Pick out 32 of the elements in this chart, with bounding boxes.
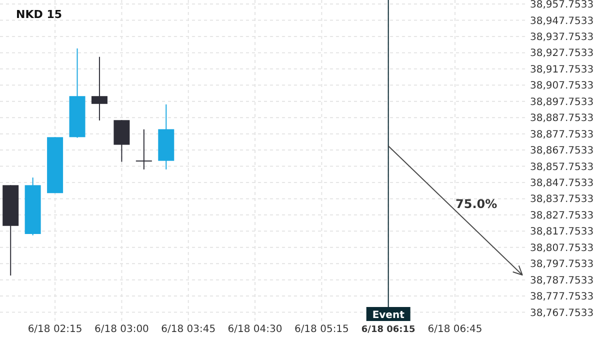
annotation: 75.0% bbox=[456, 197, 498, 212]
x-tick-label: 6/18 06:15 bbox=[361, 325, 416, 335]
x-tick-label: 6/18 06:45 bbox=[428, 324, 482, 335]
y-tick-label: 38,797.7533 bbox=[530, 259, 594, 270]
y-tick-label: 38,837.7533 bbox=[530, 194, 594, 206]
y-tick-label: 38,887.7533 bbox=[530, 113, 594, 124]
x-tick-label: 6/18 02:15 bbox=[28, 324, 82, 335]
x-tick-label: 6/18 03:00 bbox=[94, 324, 149, 335]
y-tick-label: 38,827.7533 bbox=[530, 210, 594, 222]
y-tick-label: 38,897.7533 bbox=[530, 96, 594, 108]
y-tick-label: 38,947.7533 bbox=[530, 16, 594, 27]
y-tick-label: 38,877.7533 bbox=[530, 129, 594, 140]
y-tick-label: 38,937.7533 bbox=[530, 32, 594, 43]
y-tick-label: 38,807.7533 bbox=[530, 242, 594, 254]
y-tick-label: 38,907.7533 bbox=[530, 80, 594, 92]
x-tick-label: 6/18 03:45 bbox=[161, 324, 216, 335]
y-tick-label: 38,767.7533 bbox=[530, 308, 594, 319]
y-tick-label: 38,857.7533 bbox=[530, 162, 594, 173]
y-tick-label: 38,777.7533 bbox=[530, 292, 594, 303]
y-tick-label: 38,867.7533 bbox=[530, 146, 594, 157]
candlestick bbox=[136, 128, 152, 170]
text: NKD 15 bbox=[16, 8, 62, 21]
y-tick-label: 38,957.7533 bbox=[530, 0, 594, 11]
y-tick-label: 38,917.7533 bbox=[530, 64, 594, 76]
y-tick-label: 38,847.7533 bbox=[530, 178, 594, 189]
y-tick-label: 38,817.7533 bbox=[530, 226, 594, 238]
y-tick-label: 38,927.7533 bbox=[530, 48, 594, 60]
candlestick bbox=[91, 56, 108, 121]
y-tick-label: 38,787.7533 bbox=[530, 275, 594, 286]
x-tick-label: 6/18 05:15 bbox=[294, 324, 349, 335]
x-tick-label: 6/18 04:30 bbox=[228, 324, 282, 335]
ref-line-label: Event bbox=[372, 310, 405, 321]
